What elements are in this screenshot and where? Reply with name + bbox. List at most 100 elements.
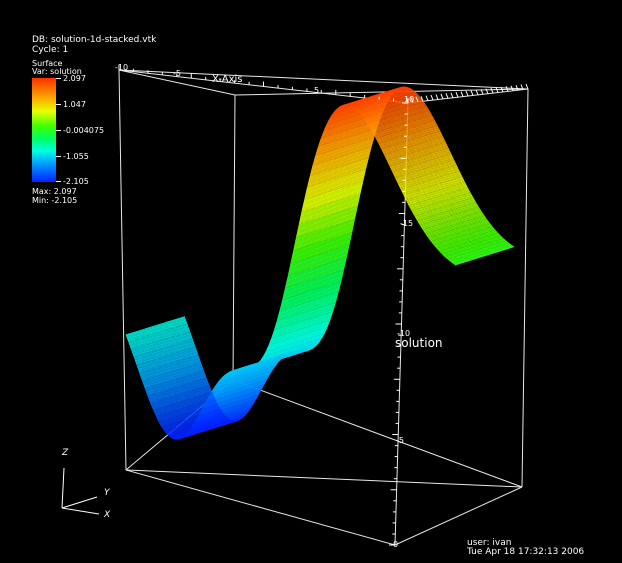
surface-strand [179,435,183,438]
surface-strand [145,379,150,388]
surface-strand [229,373,234,378]
surface-strand [402,168,406,175]
surface-strand [160,407,165,414]
surface-strand [229,382,234,388]
surface-strand [310,219,315,233]
surface-strand [171,428,175,433]
surface-strand [419,176,424,183]
surface-strand [219,397,223,403]
surface-strand [161,420,166,426]
surface-strand [428,199,433,205]
surface-strand [418,195,423,202]
surface-strand [296,304,301,315]
surface-strand [339,111,344,117]
surface-strand [441,253,446,257]
surface-strand [399,136,403,143]
surface-strand [342,107,347,112]
surface-strand [422,194,427,201]
surface-strand [343,118,347,126]
surface-strand [221,400,225,407]
surface-strand [180,433,184,436]
surface-strand [143,336,147,345]
surface-strand [151,377,156,386]
surface-strand [379,131,383,137]
surface-strand [427,193,432,200]
surface-strand [397,176,401,184]
surface-strand [146,370,150,379]
surface-strand [177,415,181,422]
surface-strand [221,404,226,411]
surface-strand [420,213,424,219]
surface-strand [390,116,394,122]
surface-strand [467,245,471,249]
surface-strand [377,131,381,138]
surface-strand [303,221,308,235]
surface-strand [407,147,412,154]
surface-strand [346,104,350,108]
surface-strand [303,258,308,271]
surface-strand [389,140,393,146]
surface-strand [348,112,353,118]
surface-strand [286,297,291,309]
surface-strand [420,207,424,214]
surface-strand [305,209,310,223]
surface-strand [175,426,180,431]
surface-strand [175,402,180,410]
surface-strand [412,152,417,159]
surface-strand [441,250,445,254]
surface-strand [424,206,428,212]
surface-strand [322,136,327,146]
surface-strand [285,348,290,353]
surface-strand [307,268,312,282]
surface-strand [386,147,390,154]
surface-strand [474,250,478,254]
surface-strand [320,137,325,146]
surface-strand [307,279,312,292]
surface-strand [220,405,225,411]
surface-strand [287,286,291,299]
surface-strand [278,346,283,352]
surface-strand [287,324,291,334]
surface-strand [410,198,414,205]
surface-strand [394,120,399,126]
surface-strand [311,255,316,269]
surface-strand [226,386,231,393]
surface-strand [135,339,139,348]
surface-strand [408,146,413,153]
surface-strand [193,431,197,434]
surface-strand [329,142,333,152]
surface-strand [322,181,327,194]
surface-strand [406,154,411,161]
surface-strand [159,375,164,384]
surface-strand [273,347,278,354]
surface-strand [308,268,313,281]
surface-strand [320,171,325,184]
surface-strand [198,429,202,432]
surface-strand [400,169,404,176]
surface-strand [443,217,447,223]
surface-strand [237,376,241,382]
surface-strand [447,248,451,252]
surface-strand [322,192,326,206]
surface-strand [169,396,174,404]
surface-strand [282,298,287,310]
surface-strand [442,212,447,218]
surface-strand [191,426,195,430]
surface-strand [171,423,175,428]
surface-strand [414,171,419,178]
surface-strand [445,244,449,249]
surface-strand [445,248,449,253]
surface-strand [390,159,395,166]
surface-strand [453,242,457,247]
surface-strand [270,343,275,350]
surface-strand [141,363,146,372]
surface-strand [297,271,302,285]
surface-strand [456,252,460,256]
surface-strand [330,134,335,143]
surface-strand [437,238,442,243]
surface-strand [422,182,426,189]
surface-strand [149,360,153,370]
surface-strand [299,222,304,237]
surface-strand [399,176,404,183]
